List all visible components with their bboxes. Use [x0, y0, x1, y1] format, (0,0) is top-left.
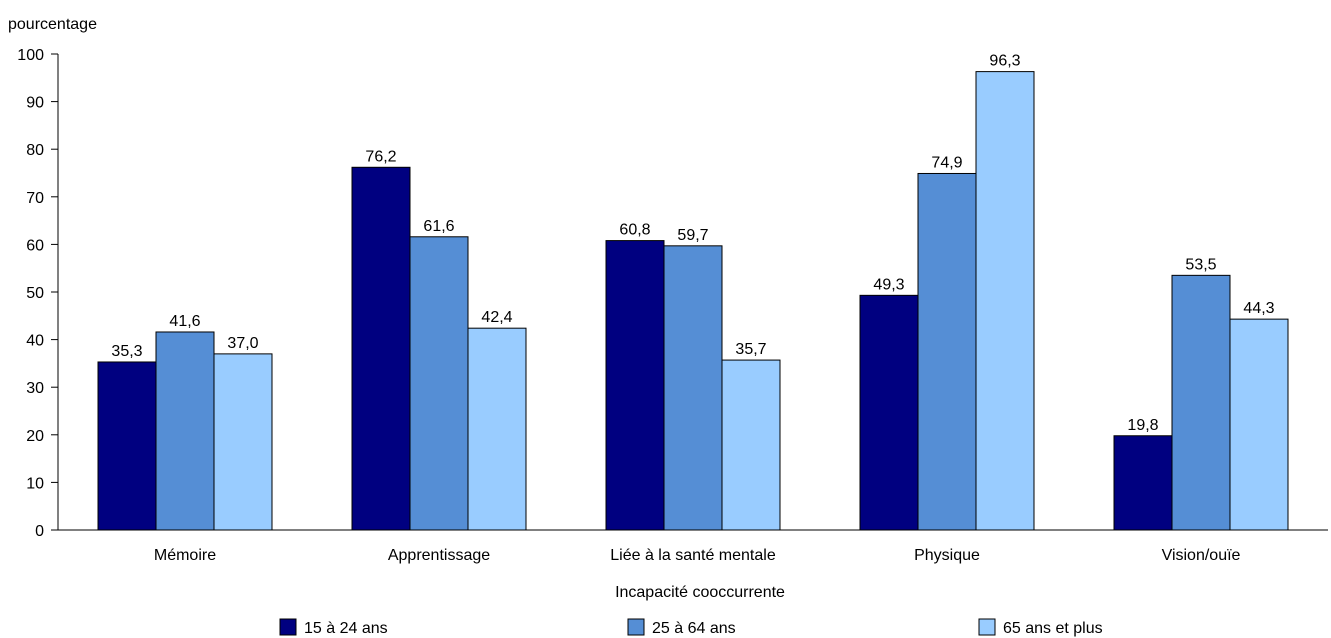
bar [409, 236, 469, 531]
data-label: 35,7 [735, 341, 766, 358]
data-label: 96,3 [989, 53, 1020, 70]
category-label: Apprentissage [388, 547, 490, 564]
data-label: 41,6 [169, 313, 200, 330]
y-tick-label: 70 [26, 190, 44, 207]
y-tick-label: 80 [26, 142, 44, 159]
y-tick-label: 60 [26, 237, 44, 254]
y-tick-label: 90 [26, 95, 44, 112]
bar [155, 331, 215, 531]
bars [97, 71, 1289, 531]
legend-swatch [978, 618, 996, 636]
bar [917, 172, 977, 531]
y-axis-label: pourcentage [8, 16, 97, 33]
bar [605, 240, 665, 531]
bar [467, 327, 527, 531]
data-label: 76,2 [365, 148, 396, 165]
data-label: 74,9 [931, 154, 962, 171]
data-label: 35,3 [111, 343, 142, 360]
bar [351, 166, 411, 531]
y-tick-label: 0 [35, 523, 44, 540]
bar [859, 294, 919, 531]
bar [97, 361, 157, 531]
legend: 15 à 24 ans 25 à 64 ans 65 ans et plus [279, 618, 1103, 637]
legend-label: 25 à 64 ans [652, 620, 736, 637]
category-label: Physique [914, 547, 980, 564]
data-label: 37,0 [227, 335, 258, 352]
legend-swatch [279, 618, 297, 636]
y-tick-label: 50 [26, 285, 44, 302]
y-tick-label: 40 [26, 333, 44, 350]
data-label: 61,6 [423, 218, 454, 235]
data-label: 53,5 [1185, 256, 1216, 273]
x-axis-label: Incapacité cooccurrente [615, 584, 785, 601]
bar [975, 71, 1035, 531]
bar [1113, 435, 1173, 531]
data-label: 44,3 [1243, 300, 1274, 317]
bar [213, 353, 273, 531]
legend-label: 15 à 24 ans [304, 620, 388, 637]
y-tick-label: 30 [26, 380, 44, 397]
bar [1171, 274, 1231, 531]
data-label: 19,8 [1127, 417, 1158, 434]
data-label: 42,4 [481, 309, 512, 326]
bar [663, 245, 723, 531]
y-axis-ticks: 0 10 20 30 40 50 60 70 80 90 100 [17, 47, 58, 540]
bar [1229, 318, 1289, 531]
y-tick-label: 20 [26, 428, 44, 445]
category-labels: Mémoire Apprentissage Liée à la santé ment… [154, 547, 1241, 564]
data-labels: 35,3 41,6 37,0 76,2 61,6 42,4 60,8 59,7 35,7 49,3… [111, 53, 1274, 434]
y-tick-label: 100 [17, 47, 44, 64]
category-label: Liée à la santé mentale [610, 547, 776, 564]
category-label: Vision/ouïe [1162, 547, 1241, 564]
data-label: 60,8 [619, 222, 650, 239]
legend-swatch [627, 618, 645, 636]
category-label: Mémoire [154, 547, 216, 564]
bar [721, 359, 781, 531]
y-tick-label: 10 [26, 475, 44, 492]
legend-label: 65 ans et plus [1003, 620, 1103, 637]
data-label: 59,7 [677, 227, 708, 244]
data-label: 49,3 [873, 276, 904, 293]
